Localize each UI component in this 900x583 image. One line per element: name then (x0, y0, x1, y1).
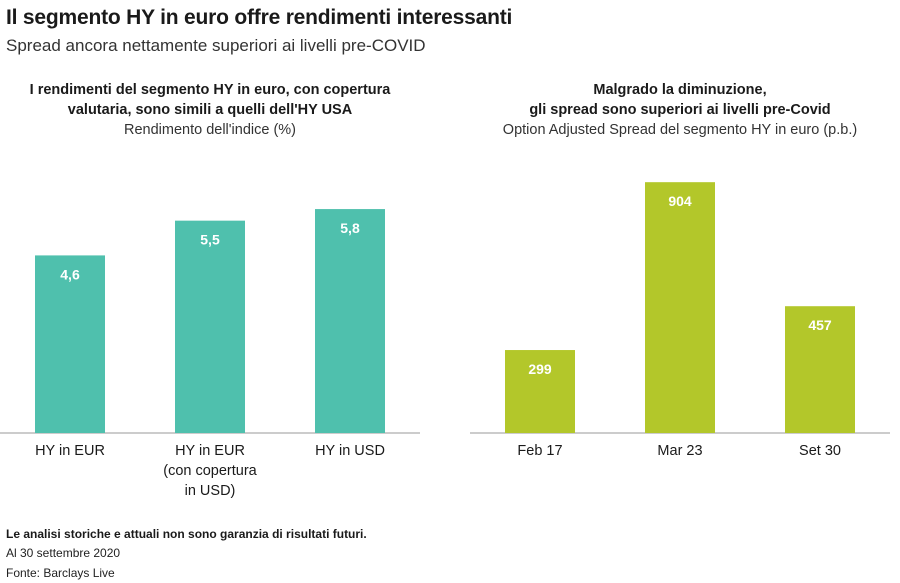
right-category-label-3: Set 30 (799, 443, 841, 459)
left-category-label-2-line-2: (con copertura (163, 463, 257, 479)
right-category-label-1: Feb 17 (517, 443, 562, 459)
chart-subtitle: Spread ancora nettamente superiori ai li… (6, 36, 426, 55)
left-bar-value-label-3: 5,8 (340, 220, 360, 236)
left-bar-value-label-2: 5,5 (200, 232, 220, 248)
left-bar-chart: 4,6 HY in EUR 5,5 HY in EUR (con copertura in… (0, 209, 420, 499)
right-bar-value-label-1: 299 (528, 361, 552, 377)
right-chart-title-line-1: Malgrado la diminuzione, (593, 82, 767, 98)
left-bar-1 (35, 255, 105, 433)
footer-source: Fonte: Barclays Live (6, 566, 115, 580)
chart-title: Il segmento HY in euro offre rendimenti … (6, 6, 513, 29)
right-chart-header: Malgrado la diminuzione, gli spread sono… (470, 80, 890, 140)
left-bar-2 (175, 220, 245, 433)
left-bar-3 (315, 209, 385, 433)
right-bar-3 (785, 306, 855, 433)
left-bar-value-label-1: 4,6 (60, 266, 80, 282)
footer-disclaimer: Le analisi storiche e attuali non sono g… (6, 527, 367, 541)
footer-date: Al 30 settembre 2020 (6, 546, 121, 560)
left-chart-title-line-1: I rendimenti del segmento HY in euro, co… (29, 82, 391, 98)
right-bar-chart: 299 Feb 17 904 Mar 23 457 Set 30 (470, 182, 890, 459)
right-bar-value-label-2: 904 (668, 193, 692, 209)
left-category-label-3: HY in USD (315, 443, 385, 459)
left-chart-header: I rendimenti del segmento HY in euro, co… (0, 80, 420, 140)
left-category-label-2: HY in EUR (175, 443, 245, 459)
left-chart-title-line-2: valutaria, sono simili a quelli dell'HY … (67, 102, 353, 118)
left-category-label-2-line-3: in USD) (185, 483, 236, 499)
right-bar-1 (505, 350, 575, 433)
right-chart-title-line-2: gli spread sono superiori ai livelli pre… (529, 102, 831, 118)
left-chart-ylabel: Rendimento dell'indice (%) (123, 122, 297, 138)
right-bar-value-label-3: 457 (808, 317, 832, 333)
left-category-label-1: HY in EUR (35, 443, 105, 459)
right-bar-2 (645, 182, 715, 433)
right-chart-ylabel: Option Adjusted Spread del segmento HY i… (502, 122, 858, 138)
right-category-label-2: Mar 23 (657, 443, 702, 459)
